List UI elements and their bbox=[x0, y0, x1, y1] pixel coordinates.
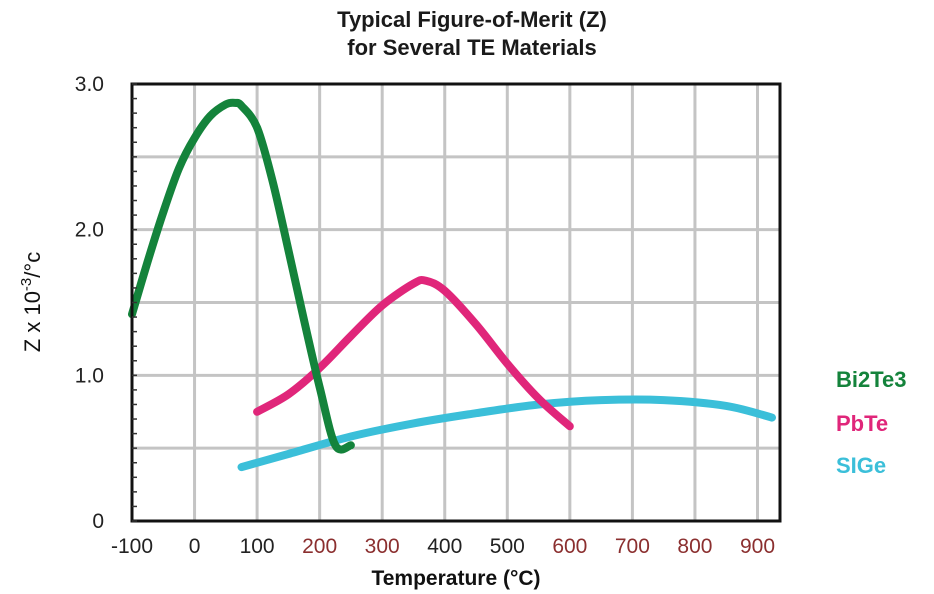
x-tick-label: 100 bbox=[240, 535, 275, 558]
legend-item-pbte: PbTe bbox=[836, 411, 888, 436]
chart-title-line2: for Several TE Materials bbox=[347, 35, 596, 60]
y-axis-label-unit: /°c bbox=[20, 252, 45, 278]
y-tick-label: 0 bbox=[92, 510, 104, 533]
y-tick-labels: 0 1.0 2.0 3.0 bbox=[75, 73, 104, 533]
x-tick-label: 500 bbox=[490, 535, 525, 558]
x-tick-label: 600 bbox=[552, 535, 587, 558]
series-curves bbox=[128, 98, 776, 472]
y-axis-label: Z x 10-3/°c bbox=[18, 252, 45, 352]
x-tick-label: 300 bbox=[365, 535, 400, 558]
x-tick-labels: -100 0 100 200 300 400 500 600 700 800 900 bbox=[111, 535, 775, 558]
legend: Bi2Te3 PbTe SIGe bbox=[836, 367, 907, 478]
series-line-bi2te3 bbox=[128, 98, 355, 454]
series-line-sige bbox=[237, 395, 776, 472]
x-tick-label: 800 bbox=[677, 535, 712, 558]
chart-title-line1: Typical Figure-of-Merit (Z) bbox=[337, 7, 607, 32]
legend-item-bi2te3: Bi2Te3 bbox=[836, 367, 907, 392]
y-minor-ticks bbox=[132, 83, 137, 522]
x-tick-label: 700 bbox=[615, 535, 650, 558]
x-tick-label: 400 bbox=[427, 535, 462, 558]
x-axis-label: Temperature (°C) bbox=[371, 567, 540, 590]
y-tick-label: 2.0 bbox=[75, 219, 104, 242]
x-tick-label: 0 bbox=[189, 535, 201, 558]
y-axis-label-exponent: -3 bbox=[18, 278, 35, 291]
y-axis-label-main: Z x 10 bbox=[20, 291, 45, 352]
x-tick-label: 900 bbox=[740, 535, 775, 558]
legend-item-sige: SIGe bbox=[836, 453, 886, 478]
y-tick-label: 1.0 bbox=[75, 364, 104, 387]
x-tick-label: -100 bbox=[111, 535, 153, 558]
x-tick-label: 200 bbox=[302, 535, 337, 558]
y-tick-label: 3.0 bbox=[75, 73, 104, 96]
